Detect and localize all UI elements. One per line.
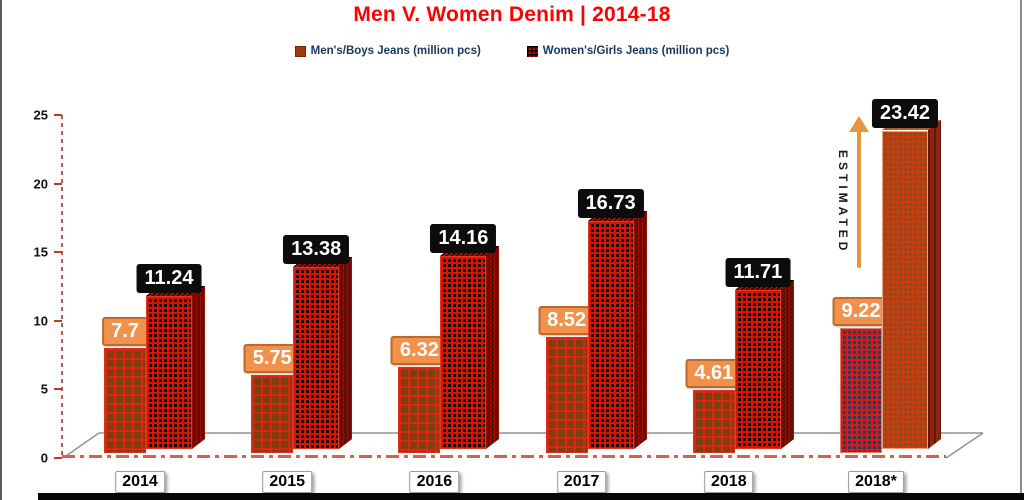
x-axis-label-2018*: 2018* — [848, 471, 904, 493]
bar-men-2015 — [251, 374, 294, 453]
women-series-swatch-icon — [526, 45, 538, 57]
bar-women-side-2018 — [780, 279, 794, 449]
bar-men-2017 — [545, 337, 588, 453]
y-axis-tick-label: 5 — [40, 381, 48, 397]
bar-women-side-2018* — [928, 120, 941, 449]
data-label-men-2017: 8.52 — [538, 306, 596, 336]
estimated-arrow-icon — [857, 131, 861, 268]
data-label-women-2018*: 23.42 — [871, 98, 939, 128]
y-axis-tick-mark — [54, 114, 62, 116]
estimated-arrow-head-icon — [849, 116, 869, 132]
bar-men-2014 — [104, 348, 146, 453]
legend: Men's/Boys Jeans (million pcs) Women's/G… — [0, 45, 1024, 57]
estimated-annotation: ESTIMATED — [836, 150, 850, 255]
bar-women-side-2016 — [486, 246, 500, 449]
y-axis-tick-mark — [54, 182, 62, 185]
legend-item-women: Women's/Girls Jeans (million pcs) — [526, 45, 730, 57]
data-label-women-2017: 16.73 — [577, 189, 644, 219]
bar-women-side-2014 — [192, 286, 205, 449]
bar-women-side-2015 — [339, 257, 353, 449]
data-label-women-2015: 13.38 — [283, 235, 350, 265]
y-axis-tick-mark — [54, 457, 62, 459]
data-label-men-2018*: 9.22 — [832, 296, 890, 326]
bar-men-2016 — [398, 367, 441, 453]
y-axis-tick-label: 15 — [33, 244, 48, 260]
bar-women-2018* — [882, 130, 928, 449]
y-axis-tick-mark — [54, 251, 62, 254]
x-axis-label-2018: 2018 — [704, 471, 754, 493]
x-axis-baseline — [62, 455, 946, 458]
right-border — [1020, 0, 1022, 500]
y-axis-line — [61, 115, 63, 458]
y-axis-tick-label: 20 — [33, 176, 48, 192]
y-axis-tick-label: 25 — [33, 107, 48, 123]
left-border — [0, 0, 2, 500]
bar-women-2016 — [440, 256, 487, 449]
x-axis-label-2016: 2016 — [409, 471, 460, 493]
bar-men-2018* — [840, 327, 882, 453]
y-axis-tick-mark — [54, 319, 62, 322]
data-label-men-2018: 4.61 — [685, 359, 743, 389]
data-label-men-2015: 5.75 — [243, 343, 301, 373]
chart-title: Men V. Women Denim | 2014-18 — [353, 3, 671, 26]
data-label-women-2014: 11.24 — [136, 264, 202, 294]
bottom-border — [38, 493, 1024, 500]
legend-item-men: Men's/Boys Jeans (million pcs) — [294, 45, 481, 57]
legend-label-men: Men's/Boys Jeans (million pcs) — [310, 45, 481, 57]
y-axis-tick-label: 0 — [40, 450, 48, 466]
x-axis-label-2014: 2014 — [115, 471, 165, 493]
data-label-men-2014: 7.7 — [102, 317, 148, 347]
x-axis-label-2017: 2017 — [556, 471, 607, 493]
data-label-women-2018: 11.71 — [725, 257, 791, 287]
y-axis-tick-label: 10 — [33, 313, 48, 329]
bar-women-2015 — [293, 267, 340, 449]
x-axis-label-2015: 2015 — [262, 471, 312, 493]
data-label-women-2016: 14.16 — [430, 224, 497, 254]
men-series-swatch-icon — [294, 45, 306, 57]
bar-women-2018 — [734, 289, 781, 449]
legend-label-women: Women's/Girls Jeans (million pcs) — [542, 45, 730, 57]
bar-women-side-2017 — [633, 211, 647, 449]
bar-women-2014 — [146, 296, 192, 449]
y-axis-tick-mark — [54, 388, 62, 391]
data-label-men-2016: 6.32 — [390, 336, 448, 366]
bar-women-2017 — [587, 221, 634, 449]
bar-men-2018 — [692, 390, 735, 453]
